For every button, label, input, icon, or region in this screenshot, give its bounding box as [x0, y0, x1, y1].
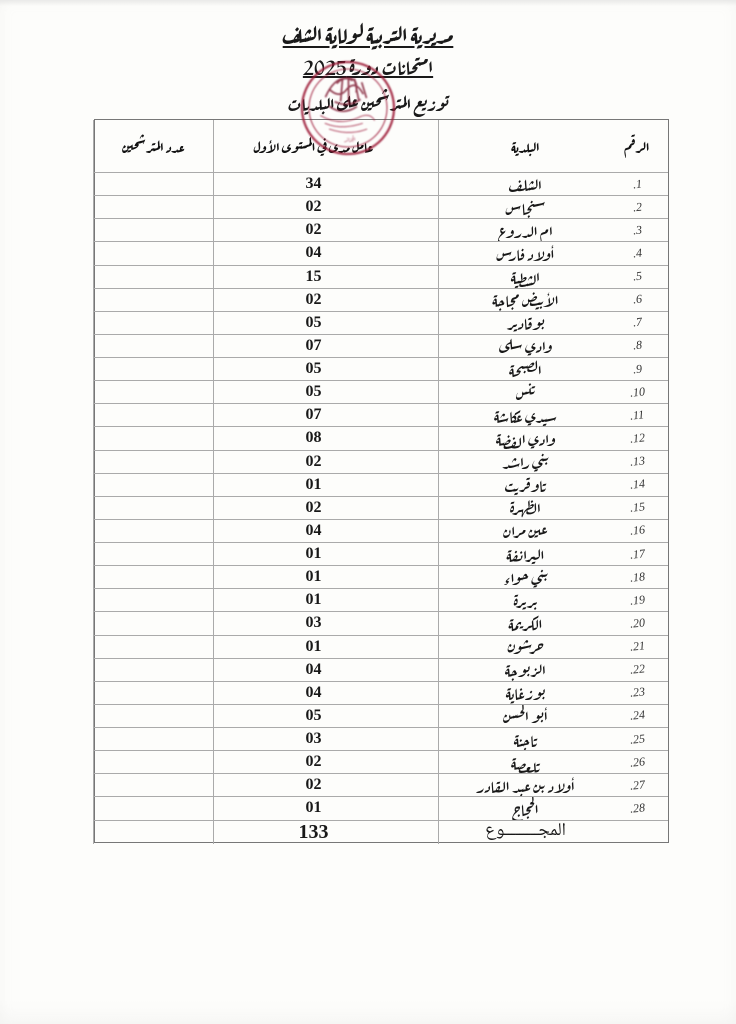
svg-text:الجزائر: الجزائر [344, 134, 357, 145]
